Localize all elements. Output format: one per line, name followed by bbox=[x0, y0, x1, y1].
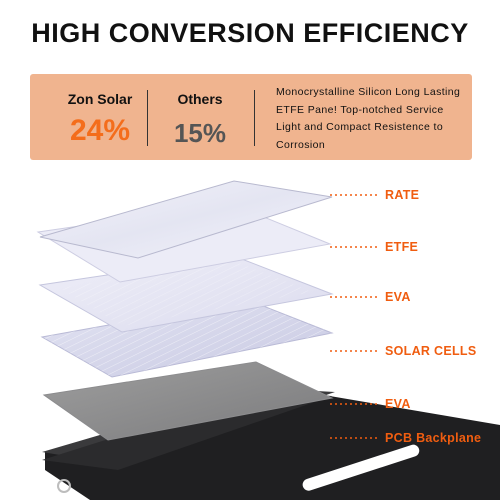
eva-pattern bbox=[60, 261, 312, 326]
page-title: HIGH CONVERSION EFFICIENCY bbox=[31, 18, 469, 48]
rate-layer bbox=[39, 180, 333, 259]
brand-efficiency-value: 24% bbox=[69, 114, 131, 147]
efficiency-comparison-panel: Zon Solar 24% Others 15% Monocrystalline… bbox=[30, 74, 472, 160]
product-description: Monocrystalline Silicon Long Lasting ETF… bbox=[276, 86, 461, 151]
brand-name: Zon Solar bbox=[67, 91, 133, 107]
backplane-grommet bbox=[57, 479, 71, 493]
layer-label-eva-2: EVA bbox=[385, 397, 411, 411]
pcb-backplane-layer bbox=[45, 385, 500, 500]
layer-label-pcb-backplane: PCB Backplane bbox=[385, 431, 482, 445]
gray-eva-layer bbox=[42, 361, 334, 441]
backplane-slot bbox=[302, 444, 420, 491]
divider bbox=[147, 90, 148, 146]
divider bbox=[254, 90, 255, 146]
others-efficiency-value: 15% bbox=[173, 118, 227, 148]
layer-label-etfe: ETFE bbox=[385, 240, 419, 254]
layer-label-rate: RATE bbox=[385, 188, 420, 202]
solar-cells-pattern bbox=[42, 300, 332, 377]
layer-label-solar-cells: SOLAR CELLS bbox=[385, 344, 477, 358]
layer-label-eva: EVA bbox=[385, 290, 411, 304]
others-name: Others bbox=[177, 91, 223, 107]
